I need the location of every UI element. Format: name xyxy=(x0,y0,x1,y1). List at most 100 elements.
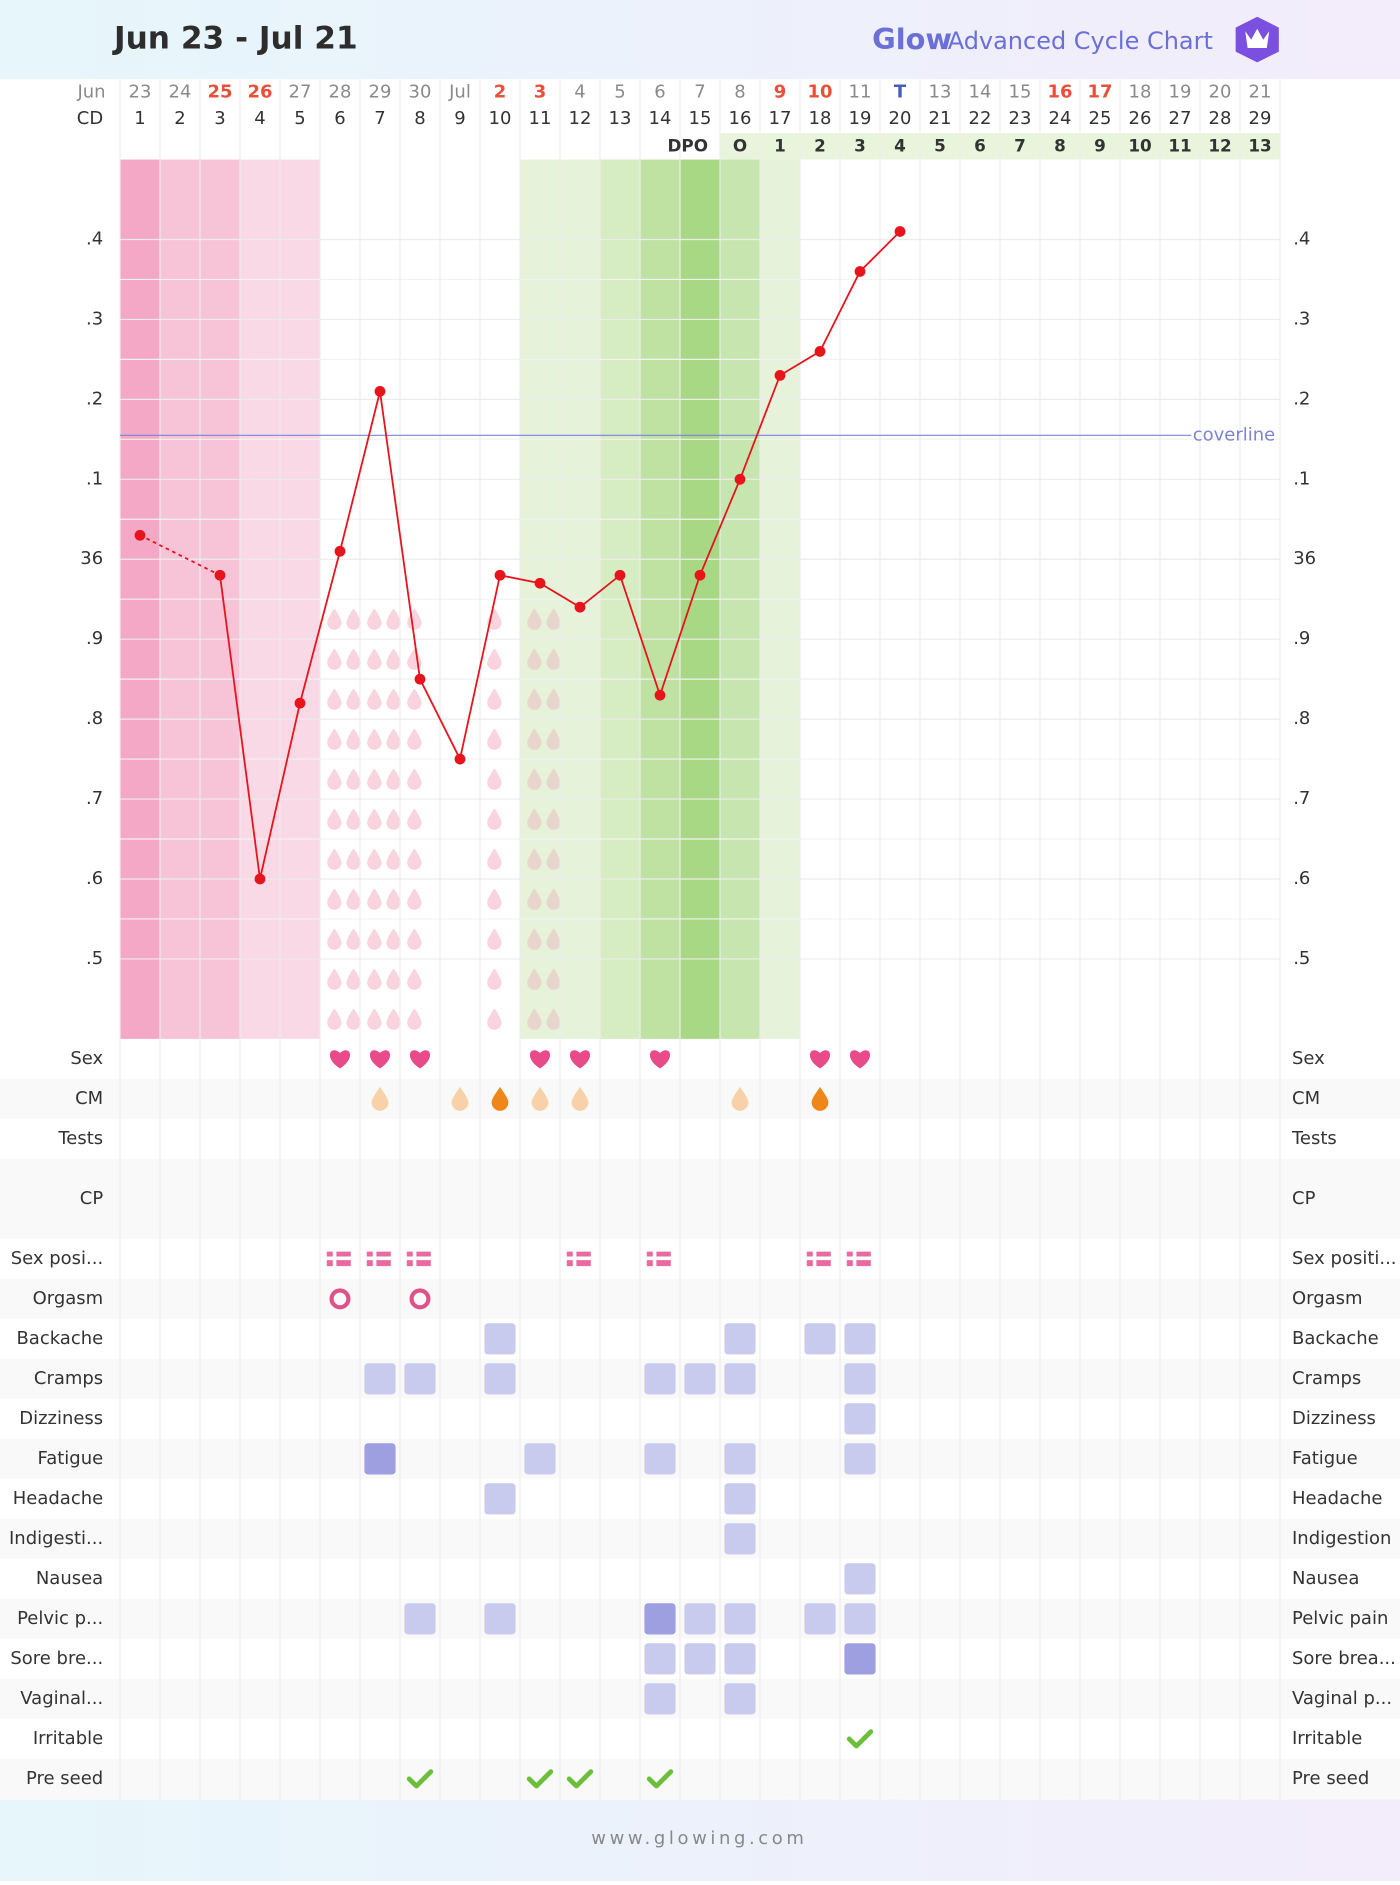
temperature-point xyxy=(214,569,226,581)
dpo-band xyxy=(1240,133,1281,160)
drop-pattern xyxy=(367,1008,382,1030)
drop-pattern xyxy=(327,928,342,950)
sex-position xyxy=(366,1251,391,1267)
header-band xyxy=(0,0,1400,80)
sex-heart xyxy=(409,1050,431,1069)
row-label-right: Irritable xyxy=(1292,1728,1362,1749)
drop-pattern xyxy=(367,888,382,910)
row-label: Dizziness xyxy=(19,1408,103,1429)
dpo-band xyxy=(840,133,881,160)
date-label: 7 xyxy=(694,81,705,102)
sex-position xyxy=(846,1251,871,1267)
drop-pattern xyxy=(386,768,401,790)
symptom-square xyxy=(724,1603,756,1635)
cd-value: 17 xyxy=(769,108,792,129)
row-label: Orgasm xyxy=(33,1288,104,1309)
symptom-square xyxy=(404,1603,436,1635)
y-tick-label-right: .4 xyxy=(1293,228,1310,249)
temperature-point xyxy=(454,753,466,765)
drop-pattern xyxy=(527,688,542,710)
symptom-square xyxy=(644,1643,676,1675)
dpo-band xyxy=(960,133,1001,160)
symptom-square xyxy=(644,1443,676,1475)
symptom-square xyxy=(684,1363,716,1395)
cd-value: 28 xyxy=(1209,108,1232,129)
temperature-point xyxy=(774,369,786,381)
drop-pattern xyxy=(327,848,342,870)
dpo-value: 12 xyxy=(1208,135,1231,155)
drop-pattern xyxy=(407,928,422,950)
row-label-right: Headache xyxy=(1292,1488,1382,1509)
month-label: Jun xyxy=(76,81,105,102)
drop-pattern xyxy=(407,648,422,670)
footer-url: www.glowing.com xyxy=(591,1828,807,1849)
symptom-square xyxy=(364,1363,396,1395)
cd-value: 20 xyxy=(889,108,912,129)
symptom-square xyxy=(844,1443,876,1475)
drop-pattern xyxy=(327,1008,342,1030)
temperature-point xyxy=(614,569,626,581)
dpo-band xyxy=(720,133,761,160)
symptom-square xyxy=(484,1323,516,1355)
drop-pattern xyxy=(346,808,361,830)
drop-pattern xyxy=(367,608,382,630)
dpo-band xyxy=(760,133,801,160)
temperature-line xyxy=(219,230,901,880)
symptom-square xyxy=(484,1603,516,1635)
row-label-right: Orgasm xyxy=(1292,1288,1363,1309)
drop-pattern xyxy=(327,768,342,790)
date-label: 25 xyxy=(207,81,232,102)
row-label: Irritable xyxy=(33,1728,103,1749)
symptom-square xyxy=(684,1643,716,1675)
drop-pattern xyxy=(367,928,382,950)
drop-pattern xyxy=(487,728,502,750)
drop-pattern xyxy=(546,928,561,950)
row-stripe xyxy=(0,1518,1400,1559)
cd-value: 4 xyxy=(254,108,265,129)
drop-pattern xyxy=(367,968,382,990)
date-label: 20 xyxy=(1209,81,1232,102)
drop-pattern xyxy=(546,888,561,910)
cd-value: 9 xyxy=(454,108,465,129)
symptom-square xyxy=(804,1323,836,1355)
temperature-point xyxy=(254,873,266,885)
dpo-value: 11 xyxy=(1168,135,1191,155)
drop-pattern xyxy=(527,888,542,910)
drop-pattern xyxy=(346,888,361,910)
drop-pattern xyxy=(327,808,342,830)
drop-pattern xyxy=(407,848,422,870)
drop-pattern xyxy=(367,848,382,870)
row-label-right: Sex xyxy=(1292,1048,1325,1069)
drop-pattern xyxy=(386,848,401,870)
temperature-point xyxy=(374,385,386,397)
dpo-band xyxy=(880,133,921,160)
row-label: Fatigue xyxy=(38,1448,104,1469)
date-label: 6 xyxy=(654,81,665,102)
dpo-band xyxy=(1040,133,1081,160)
cd-value: 11 xyxy=(529,108,552,129)
drop-pattern xyxy=(346,928,361,950)
y-tick-label: 36 xyxy=(80,548,103,569)
brand-subtitle: Advanced Cycle Chart xyxy=(948,27,1213,55)
dpo-value: 8 xyxy=(1054,135,1066,155)
drop-pattern xyxy=(527,728,542,750)
drop-pattern xyxy=(546,1008,561,1030)
sex-heart xyxy=(809,1050,831,1069)
dpo-band xyxy=(1080,133,1121,160)
date-label: 26 xyxy=(247,81,272,102)
row-label-right: Indigestion xyxy=(1292,1528,1391,1549)
sex-heart xyxy=(369,1050,391,1069)
cd-value: 24 xyxy=(1049,108,1072,129)
row-stripe xyxy=(0,1158,1400,1239)
cm-drop xyxy=(811,1086,829,1111)
symptom-square xyxy=(724,1443,756,1475)
y-tick-label-right: .8 xyxy=(1293,708,1310,729)
temperature-point xyxy=(654,689,666,701)
row-stripe xyxy=(0,1438,1400,1479)
drop-pattern xyxy=(327,688,342,710)
dpo-value: 9 xyxy=(1094,135,1106,155)
symptom-square xyxy=(804,1603,836,1635)
drop-pattern xyxy=(546,688,561,710)
cd-value: 10 xyxy=(489,108,512,129)
